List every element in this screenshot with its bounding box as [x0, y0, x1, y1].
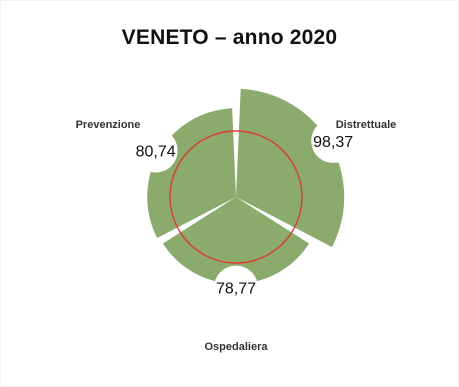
value-halo-ospedaliera [214, 265, 258, 310]
labels-group: 98,37 78,77 80,74 Distrettuale Ospedaliera Pr… [76, 119, 397, 353]
category-label-ospedaliera: Ospedaliera [205, 341, 269, 353]
sectors-group [133, 88, 356, 310]
value-label-prevenzione: 80,74 [136, 144, 176, 161]
category-label-distrettuale: Distrettuale [336, 119, 397, 131]
value-halo-distrettuale [311, 118, 356, 163]
value-halo-prevenzione [133, 128, 178, 173]
sector-ospedaliera [162, 197, 310, 284]
reference-circle [169, 130, 303, 264]
category-label-prevenzione: Prevenzione [76, 119, 141, 131]
chart-title: VENETO – anno 2020 [121, 26, 338, 49]
value-label-ospedaliera: 78,77 [216, 281, 256, 298]
value-label-distrettuale: 98,37 [313, 134, 353, 151]
